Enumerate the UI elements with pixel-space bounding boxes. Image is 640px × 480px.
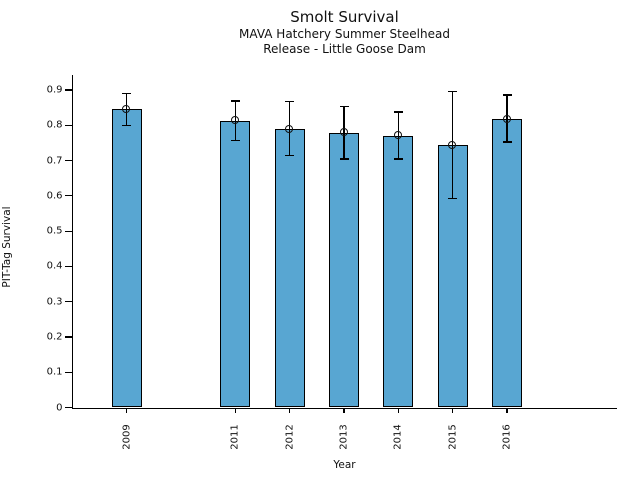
y-tick-mark	[64, 159, 72, 162]
data-point-marker-2016	[502, 114, 511, 123]
bar-2009	[111, 109, 142, 408]
x-tick-mark	[126, 408, 128, 413]
y-tick-label: 0.6	[46, 190, 63, 202]
y-tick-mark	[64, 230, 72, 232]
y-tick-mark	[64, 265, 72, 267]
error-bar-cap-bottom-2012	[285, 154, 295, 157]
y-tick-label: 0.4	[46, 260, 63, 272]
y-tick-label: 0.7	[46, 155, 63, 167]
y-tick-label: 0.3	[46, 296, 63, 308]
chart-subtitle-line1: MAVA Hatchery Summer Steelhead	[239, 26, 450, 41]
y-tick-label: 0	[56, 402, 63, 413]
data-point-marker-2013	[339, 128, 348, 137]
error-bar-cap-bottom-2016	[502, 141, 512, 143]
x-tick-label: 2016	[501, 424, 513, 450]
bar-2016	[492, 118, 522, 408]
x-tick-mark	[289, 408, 291, 413]
data-point-marker-2011	[230, 116, 239, 125]
x-tick-label: 2015	[447, 424, 459, 450]
x-tick-label: 2009	[121, 424, 133, 450]
error-bar-cap-bottom-2011	[230, 139, 240, 142]
bar-2011	[220, 120, 251, 408]
error-bar-cap-top-2013	[339, 105, 349, 108]
error-bar-cap-top-2011	[230, 100, 240, 102]
data-point-marker-2014	[393, 131, 402, 140]
error-bar-cap-top-2014	[393, 111, 403, 113]
y-tick-label: 0.2	[46, 331, 63, 343]
error-bar-cap-bottom-2015	[448, 197, 458, 200]
data-point-marker-2015	[448, 140, 457, 149]
x-tick-mark	[343, 408, 345, 413]
y-tick-mark	[64, 301, 72, 303]
error-bar-cap-top-2016	[502, 94, 512, 96]
chart-title-block: Smolt Survival MAVA Hatchery Summer Stee…	[72, 8, 617, 57]
x-tick-mark	[452, 408, 454, 413]
error-bar-cap-bottom-2014	[393, 158, 403, 160]
y-tick-mark	[64, 124, 72, 126]
x-tick-mark	[506, 408, 508, 413]
bar-2014	[383, 135, 414, 408]
x-tick-mark	[234, 408, 236, 413]
x-tick-mark	[397, 408, 399, 413]
error-bar-cap-top-2015	[448, 90, 458, 93]
error-bar-cap-top-2009	[122, 92, 132, 95]
y-tick-label: 0.8	[46, 119, 63, 131]
data-point-marker-2009	[122, 104, 131, 113]
y-tick-mark	[64, 195, 72, 197]
x-tick-label: 2011	[229, 424, 241, 450]
x-axis-label: Year	[333, 459, 356, 471]
error-bar-cap-top-2012	[285, 100, 295, 103]
y-tick-mark	[64, 336, 72, 338]
x-tick-label: 2014	[392, 424, 404, 450]
error-bar-cap-bottom-2009	[122, 124, 132, 126]
y-tick-label: 0.1	[46, 366, 63, 378]
error-bar-cap-bottom-2013	[339, 158, 349, 160]
bar-2013	[329, 132, 360, 408]
y-tick-mark	[64, 371, 72, 373]
y-tick-mark	[64, 406, 72, 409]
x-tick-label: 2013	[338, 424, 350, 450]
y-axis-spine	[71, 75, 73, 409]
x-axis-spine	[71, 407, 617, 409]
y-axis-label: PIT-Tag Survival	[1, 206, 13, 288]
chart-title: Smolt Survival	[290, 8, 399, 26]
x-tick-label: 2012	[284, 424, 296, 450]
data-point-marker-2012	[285, 124, 294, 133]
chart-subtitle-line2: Release - Little Goose Dam	[263, 41, 426, 56]
y-tick-label: 0.5	[46, 225, 63, 237]
y-tick-mark	[64, 89, 72, 91]
y-tick-label: 0.9	[46, 84, 63, 96]
bar-2012	[274, 129, 305, 408]
